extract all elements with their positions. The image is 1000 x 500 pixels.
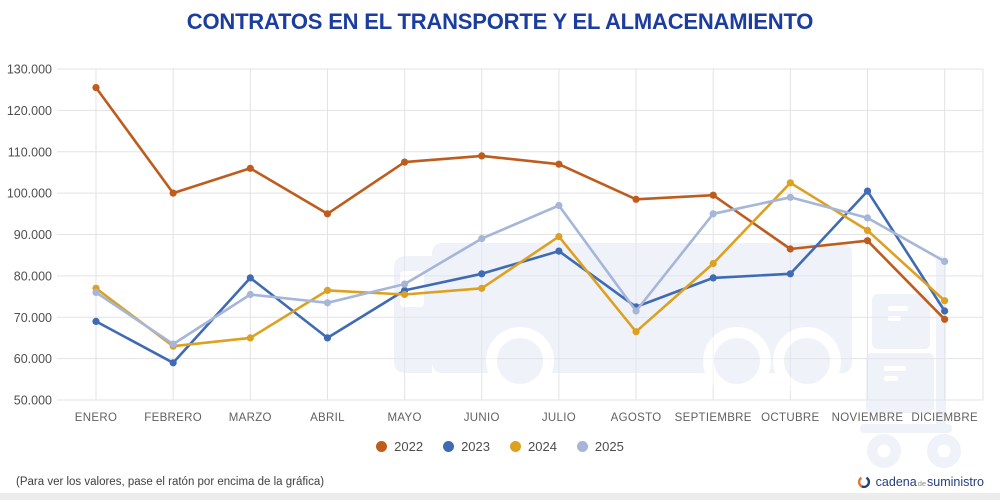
legend-item-2023[interactable]: 2023 <box>443 439 490 454</box>
y-axis-tick-label: 70.000 <box>14 311 52 325</box>
data-point-2022-diciembre[interactable] <box>941 315 949 323</box>
data-point-2024-mayo[interactable] <box>401 290 409 299</box>
legend-label-2025: 2025 <box>594 438 624 454</box>
data-point-2024-octubre[interactable] <box>786 179 794 187</box>
data-point-2025-abril[interactable] <box>323 299 332 307</box>
data-point-2025-julio[interactable] <box>555 201 563 210</box>
hover-hint: (Para ver los valores, pase el ratón por… <box>16 476 325 488</box>
data-point-2022-junio[interactable] <box>478 152 486 160</box>
data-point-2022-octubre[interactable] <box>786 245 794 253</box>
x-axis-month-label: JUNIO <box>464 412 500 424</box>
x-axis-month-label: JULIO <box>542 412 576 424</box>
data-point-2023-noviembre[interactable] <box>863 187 872 195</box>
x-axis-month-label: OCTUBRE <box>761 412 819 424</box>
data-point-2023-marzo[interactable] <box>246 274 254 282</box>
y-axis-tick-label: 110.000 <box>8 145 52 159</box>
legend-item-2024[interactable]: 2024 <box>510 439 557 454</box>
legend-label-2023: 2023 <box>461 438 490 454</box>
data-point-2024-septiembre[interactable] <box>709 259 717 268</box>
page-title: CONTRATOS EN EL TRANSPORTE Y EL ALMACENA… <box>186 9 814 34</box>
legend-label-2024: 2024 <box>528 438 557 454</box>
data-point-2025-febrero[interactable] <box>169 340 177 348</box>
horizontal-scrollbar-track[interactable] <box>0 493 1000 500</box>
x-axis-month-label: ABRIL <box>310 412 345 424</box>
data-point-2025-octubre[interactable] <box>786 193 794 201</box>
data-point-2024-noviembre[interactable] <box>863 226 872 234</box>
x-axis-month-label: SEPTIEMBRE <box>675 412 752 424</box>
y-axis-tick-label: 120.000 <box>7 104 52 118</box>
data-point-2023-junio[interactable] <box>478 270 486 278</box>
data-point-2025-marzo[interactable] <box>246 290 254 299</box>
x-axis-month-label: MAYO <box>387 412 421 424</box>
data-point-2022-agosto[interactable] <box>632 195 640 203</box>
series-line-2022[interactable] <box>94 86 946 321</box>
x-axis-month-label: MARZO <box>229 412 272 424</box>
y-axis-tick-label: 60.000 <box>14 352 52 366</box>
series-line-2024[interactable] <box>94 181 946 348</box>
data-point-2023-octubre[interactable] <box>786 270 794 278</box>
data-point-2025-noviembre[interactable] <box>863 214 872 222</box>
data-point-2025-agosto[interactable] <box>632 307 640 315</box>
data-point-2024-abril[interactable] <box>323 286 332 294</box>
x-axis-month-label: ENERO <box>75 412 117 424</box>
data-point-2023-septiembre[interactable] <box>709 274 717 282</box>
data-point-2022-noviembre[interactable] <box>863 237 872 245</box>
data-point-2025-mayo[interactable] <box>401 280 409 288</box>
data-point-2022-mayo[interactable] <box>401 158 409 166</box>
data-point-2022-febrero[interactable] <box>169 189 177 197</box>
data-point-2024-junio[interactable] <box>478 284 486 292</box>
data-point-2023-febrero[interactable] <box>169 359 177 367</box>
y-axis-tick-label: 130.000 <box>7 63 52 77</box>
x-axis-month-label: FEBRERO <box>144 412 202 424</box>
data-point-2022-abril[interactable] <box>323 210 332 218</box>
y-axis-tick-label: 50.000 <box>14 394 52 408</box>
data-point-2025-junio[interactable] <box>478 235 486 243</box>
x-axis-month-label: AGOSTO <box>611 412 662 424</box>
legend-dot-2024 <box>510 440 521 452</box>
data-point-2023-diciembre[interactable] <box>941 307 949 315</box>
data-point-2023-enero[interactable] <box>92 317 100 325</box>
data-point-2022-julio[interactable] <box>555 160 563 168</box>
legend-dot-2022 <box>376 440 388 452</box>
legend-label-2022: 2022 <box>394 438 424 454</box>
data-point-2024-agosto[interactable] <box>632 328 640 336</box>
footer: (Para ver los valores, pase el ratón por… <box>0 472 1000 492</box>
data-point-2023-abril[interactable] <box>323 334 332 342</box>
truck-watermark-icon <box>394 243 961 468</box>
logo-circle-icon <box>857 475 870 489</box>
legend-item-2022[interactable]: 2022 <box>376 439 423 454</box>
data-point-2025-septiembre[interactable] <box>709 210 717 218</box>
data-point-2025-diciembre[interactable] <box>941 257 949 265</box>
legend-dot-2023 <box>443 440 455 452</box>
data-point-2023-julio[interactable] <box>555 247 563 255</box>
x-axis-month-label: NOVIEMBRE <box>832 412 904 424</box>
data-point-2024-julio[interactable] <box>555 233 563 241</box>
legend-dot-2025 <box>576 440 588 452</box>
legend-item-2025[interactable]: 2025 <box>576 438 624 454</box>
data-point-2024-marzo[interactable] <box>246 334 254 342</box>
y-axis-tick-label: 100.000 <box>7 187 52 201</box>
data-point-2022-septiembre[interactable] <box>709 191 717 199</box>
logo-text: cadenadesuministro <box>875 475 984 489</box>
line-chart-canvas[interactable]: 130.000 120.000 110.000 100.000 90.000 80.000… <box>0 0 1000 470</box>
data-point-2022-enero[interactable] <box>92 84 100 92</box>
data-point-2025-enero[interactable] <box>92 288 100 296</box>
y-axis-tick-label: 80.000 <box>14 269 52 283</box>
data-point-2024-diciembre[interactable] <box>941 297 949 305</box>
data-point-2022-marzo[interactable] <box>246 164 254 172</box>
y-axis-tick-label: 90.000 <box>14 228 52 242</box>
cadena-de-suministro-logo[interactable]: cadenadesuministro <box>857 475 984 489</box>
chart-legend: 2022 2023 2024 2025 <box>0 436 1000 456</box>
x-axis-month-label: DICIEMBRE <box>911 412 978 424</box>
series-line-2025[interactable] <box>94 196 946 346</box>
